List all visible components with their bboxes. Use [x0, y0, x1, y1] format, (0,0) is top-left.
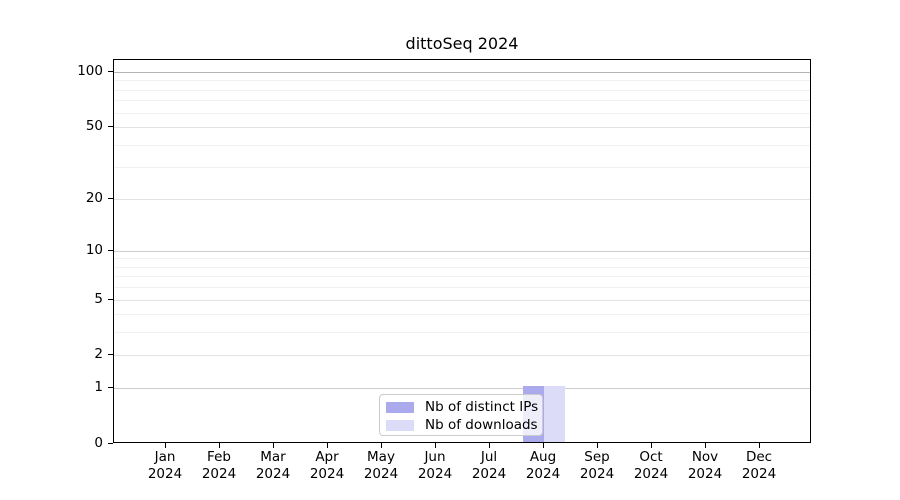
x-tick-year: 2024: [147, 465, 183, 482]
x-tick-year: 2024: [255, 465, 291, 482]
y-tick-mark: [108, 387, 113, 388]
x-tick-mark: [435, 443, 436, 448]
x-tick-year: 2024: [417, 465, 453, 482]
legend-label-distinct-ips: Nb of distinct IPs: [425, 399, 539, 415]
x-tick-label: Jul 2024: [457, 449, 521, 482]
x-tick-mark: [489, 443, 490, 448]
y-tick-label: 1: [94, 379, 103, 395]
x-tick-mark: [273, 443, 274, 448]
y-gridline-minor: [114, 89, 810, 91]
x-tick-mark: [381, 443, 382, 448]
y-gridline-minor: [114, 167, 810, 169]
y-tick-label: 2: [94, 346, 103, 362]
x-tick-year: 2024: [741, 465, 777, 482]
legend-label-downloads: Nb of downloads: [425, 417, 538, 433]
y-gridline-minor: [114, 258, 810, 260]
plot-area: Nb of distinct IPs Nb of downloads: [113, 59, 811, 443]
y-gridline-minor: [114, 100, 810, 102]
x-tick-month: Jan: [154, 449, 176, 465]
x-tick-label: Jan 2024: [133, 449, 197, 482]
x-tick-year: 2024: [471, 465, 507, 482]
y-tick-mark: [108, 299, 113, 300]
x-tick-year: 2024: [633, 465, 669, 482]
x-tick-label: Nov 2024: [673, 449, 737, 482]
y-tick-label: 100: [77, 63, 103, 79]
y-gridline-minor: [114, 144, 810, 146]
x-tick-month: Mar: [260, 449, 286, 465]
y-tick-mark: [108, 71, 113, 72]
legend-row-downloads: Nb of downloads: [386, 416, 538, 434]
x-tick-label: Aug 2024: [511, 449, 575, 482]
x-tick-month: Aug: [529, 449, 557, 465]
y-gridline-major: [114, 299, 810, 301]
x-tick-mark: [165, 443, 166, 448]
y-gridline-minor: [114, 287, 810, 289]
y-gridline-minor: [114, 276, 810, 278]
legend-swatch-distinct-ips: [386, 401, 414, 413]
y-tick-label: 5: [94, 291, 103, 307]
x-tick-label: Apr 2024: [295, 449, 359, 482]
y-gridline-minor: [114, 266, 810, 268]
chart-title: dittoSeq 2024: [405, 34, 519, 53]
x-tick-mark: [327, 443, 328, 448]
y-gridline-major: [114, 250, 810, 252]
x-tick-year: 2024: [579, 465, 615, 482]
y-gridline-major: [114, 388, 810, 390]
legend: Nb of distinct IPs Nb of downloads: [379, 394, 543, 436]
x-tick-mark: [543, 443, 544, 448]
y-gridline-minor: [114, 80, 810, 82]
y-tick-label: 0: [94, 435, 103, 451]
y-gridline-minor: [114, 332, 810, 334]
x-tick-mark: [759, 443, 760, 448]
x-tick-year: 2024: [201, 465, 237, 482]
x-tick-label: Jun 2024: [403, 449, 467, 482]
legend-swatch-downloads: [386, 419, 414, 431]
y-gridline-minor: [114, 314, 810, 316]
y-tick-mark: [108, 126, 113, 127]
x-tick-month: Jun: [424, 449, 446, 465]
x-tick-month: May: [367, 449, 395, 465]
x-tick-label: Dec 2024: [727, 449, 791, 482]
x-tick-label: Sep 2024: [565, 449, 629, 482]
x-tick-month: Apr: [315, 449, 339, 465]
x-tick-mark: [597, 443, 598, 448]
y-tick-mark: [108, 443, 113, 444]
x-tick-mark: [705, 443, 706, 448]
y-tick-mark: [108, 198, 113, 199]
x-tick-mark: [219, 443, 220, 448]
legend-row-distinct-ips: Nb of distinct IPs: [386, 398, 538, 416]
x-tick-month: Dec: [745, 449, 773, 465]
y-gridline-major: [114, 127, 810, 129]
y-gridline-major: [114, 72, 810, 73]
x-tick-label: Feb 2024: [187, 449, 251, 482]
x-tick-year: 2024: [309, 465, 345, 482]
x-tick-month: Oct: [639, 449, 663, 465]
x-tick-label: Oct 2024: [619, 449, 683, 482]
x-tick-month: Sep: [584, 449, 610, 465]
y-gridline-minor: [114, 112, 810, 114]
y-tick-label: 10: [85, 242, 103, 258]
y-tick-mark: [108, 250, 113, 251]
x-tick-month: Feb: [207, 449, 231, 465]
y-gridline-major: [114, 355, 810, 357]
x-tick-year: 2024: [363, 465, 399, 482]
y-tick-label: 50: [85, 118, 103, 134]
x-tick-mark: [651, 443, 652, 448]
x-tick-month: Nov: [691, 449, 719, 465]
y-gridline-major: [114, 198, 810, 200]
x-tick-year: 2024: [525, 465, 561, 482]
y-tick-label: 20: [85, 190, 103, 206]
y-tick-mark: [108, 354, 113, 355]
x-tick-year: 2024: [687, 465, 723, 482]
bar-downloads: [544, 386, 565, 442]
x-tick-label: May 2024: [349, 449, 413, 482]
x-tick-label: Mar 2024: [241, 449, 305, 482]
x-tick-month: Jul: [480, 449, 498, 465]
